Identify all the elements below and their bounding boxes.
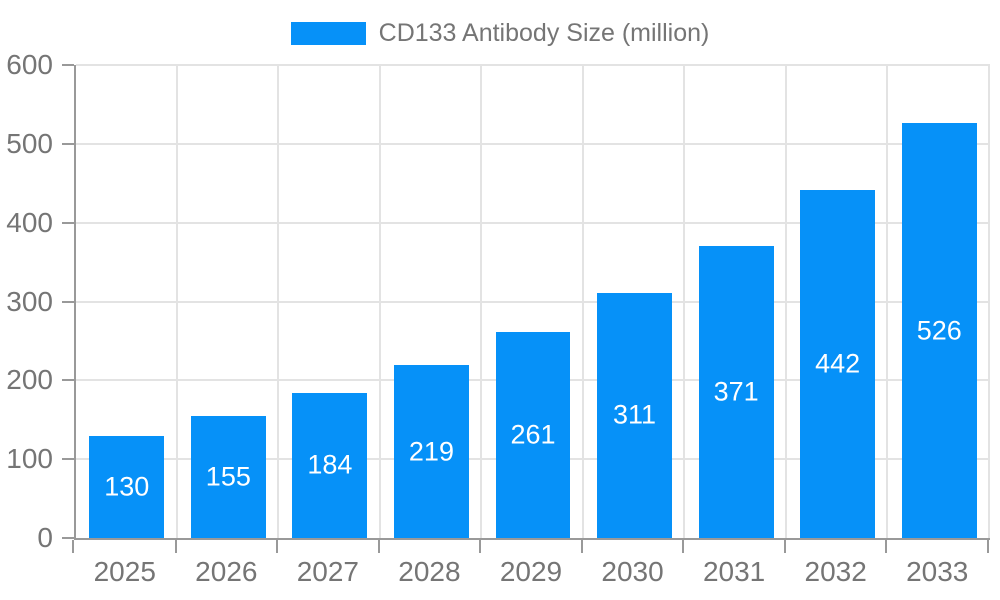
y-axis-tick [62,458,74,461]
v-gridline [581,65,584,538]
v-gridline [988,65,990,538]
x-axis-tick-label: 2029 [499,556,563,587]
v-gridline [886,65,889,538]
y-axis-tick [62,64,74,66]
x-axis-tick [377,540,380,553]
bar-2031[interactable]: 371 [698,245,774,538]
y-axis-tick [62,142,74,145]
x-axis-tick [682,540,685,553]
x-axis-tick [479,540,482,553]
bar-value-label: 371 [713,376,759,407]
bar-value-label: 184 [307,449,353,480]
legend[interactable]: CD133 Antibody Size (million) [0,19,1000,48]
v-gridline [378,65,381,538]
x-axis-tick [174,540,177,553]
h-gridline [76,142,990,145]
h-gridline [76,300,990,303]
v-gridline [784,65,787,538]
y-axis-tick-label: 600 [6,49,53,80]
bar-2029[interactable]: 261 [495,332,571,538]
bar-2025[interactable]: 130 [89,435,165,538]
bar-value-label: 155 [205,461,251,492]
y-axis-tick-label: 200 [6,364,53,396]
bar-2030[interactable]: 311 [597,292,672,538]
x-axis-tick-label: 2028 [398,556,461,587]
plot-area: 130 155 184 219 261 311 371 442 526 [74,64,990,540]
x-axis-tick [580,540,583,553]
bar-value-label: 261 [510,419,556,450]
bar-value-label: 526 [916,315,962,346]
x-axis-tick-label: 2033 [906,556,969,587]
x-axis-tick-label: 2025 [93,556,156,587]
h-gridline [76,221,990,224]
legend-label: CD133 Antibody Size (million) [378,19,710,47]
y-axis-tick [62,221,74,224]
bar-2032[interactable]: 442 [800,189,876,538]
bar-value-label: 311 [613,399,657,430]
y-axis-tick-label: 300 [6,285,53,317]
bar-2027[interactable]: 184 [292,392,368,538]
x-axis-tick-label: 2026 [195,556,258,587]
y-axis-tick [62,379,74,382]
y-axis-tick [62,300,74,303]
x-axis-tick [276,540,279,553]
x-axis-tick-label: 2031 [702,556,766,587]
v-gridline [683,65,686,538]
y-axis-tick [62,537,74,539]
y-axis-tick-label: 500 [6,127,53,159]
bar-2026[interactable]: 155 [190,415,266,538]
x-axis-tick [885,540,888,553]
legend-swatch [290,22,366,46]
x-axis-tick [783,540,786,553]
y-axis-tick-label: 0 [37,522,53,553]
x-axis-tick-label: 2027 [296,556,360,587]
bar-2033[interactable]: 526 [901,123,977,538]
bar-value-label: 442 [815,348,861,379]
bar-value-label: 219 [408,436,454,467]
x-axis-tick [72,540,74,553]
h-gridline [76,64,990,66]
v-gridline [277,65,280,538]
v-gridline [480,65,483,538]
x-axis-tick [987,540,989,553]
y-axis-tick-label: 400 [6,206,53,238]
bar-value-label: 130 [104,471,150,502]
x-axis-tick-label: 2032 [804,556,867,587]
v-gridline [175,65,178,538]
bar-2028[interactable]: 219 [394,365,469,538]
y-axis-tick-label: 100 [6,443,53,475]
x-axis-tick-label: 2030 [601,556,664,587]
